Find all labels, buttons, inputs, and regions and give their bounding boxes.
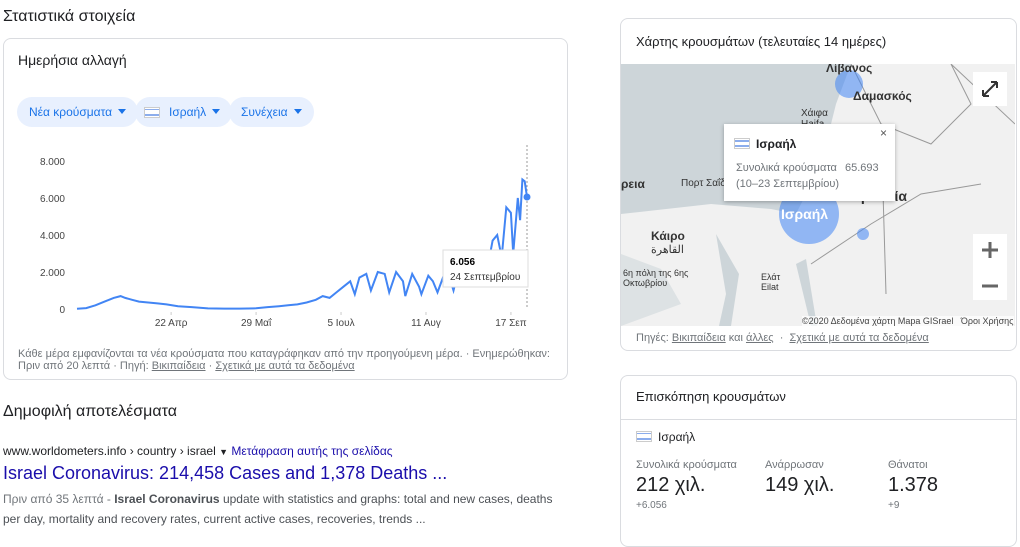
stat-label: Θάνατοι — [888, 459, 928, 471]
attribution-text: ©2020 Δεδομένα χάρτη Mapa GISrael — [802, 316, 954, 326]
country: Ισραήλ — [756, 137, 797, 151]
chip[interactable]: Συνέχεια — [229, 97, 314, 127]
y-tick-label: 8.000 — [40, 157, 65, 168]
separator: · — [208, 360, 213, 372]
popup-label: Συνολικά κρούσματα — [736, 162, 837, 174]
map-label: 6η πόλη της 6ης — [623, 268, 689, 278]
page: Στατιστικά στοιχεία Ημερήσια αλλαγή Νέα … — [0, 0, 1020, 524]
attribution: ©2020 Δεδομένα χάρτη Mapa GISrael Όροι Χ… — [802, 316, 1014, 326]
and: και — [728, 332, 743, 344]
stat-value: 149 χιλ. — [765, 474, 835, 496]
map-label: القاهرة — [651, 244, 684, 256]
snippet-age: Πριν από 35 λεπτά - — [3, 492, 111, 506]
overview-title: Επισκόπηση κρουσμάτων — [636, 389, 786, 404]
map-label: Πορτ Σαΐδ — [681, 177, 726, 189]
x-tick-label: 5 Ιουλ — [327, 318, 354, 329]
popup-country: Ισραήλ — [734, 137, 796, 151]
stat-value: 1.378 — [888, 474, 939, 496]
point — [523, 193, 531, 201]
map-label: Δαμασκός — [853, 89, 912, 103]
country: Ισραήλ — [658, 430, 696, 444]
source-link[interactable]: Βικιπαίδεια — [671, 332, 726, 344]
chart-footer: Κάθε μέρα εμφανίζονται τα νέα κρούσματα … — [18, 348, 558, 372]
tooltip-date: 24 Σεπτεμβρίου — [450, 271, 520, 283]
source-link[interactable]: άλλες — [745, 332, 774, 344]
map-label: Χάιφα — [801, 107, 828, 119]
sources-label: Πηγές: — [636, 332, 669, 344]
map-label: ρεια — [621, 177, 645, 191]
source-link[interactable]: Βικιπαίδεια — [151, 360, 206, 372]
map-label: Ισραήλ — [781, 206, 828, 222]
note: Κάθε μέρα εμφανίζονται τα νέα κρούσματα … — [18, 348, 550, 372]
y-tick-label: 4.000 — [40, 231, 65, 242]
y-tick-label: 2.000 — [40, 268, 65, 279]
map-title: Χάρτης κρουσμάτων (τελευταίες 14 ημέρες) — [636, 34, 887, 49]
separator: · — [779, 332, 784, 344]
map-popup — [724, 124, 895, 201]
snippet: Πριν από 35 λεπτά - Israel Coronavirus u… — [3, 489, 563, 529]
chip[interactable]: Νέα κρούσματα — [17, 97, 139, 127]
url: www.worldometers.info › country › israel — [3, 444, 216, 458]
stat-change: +6.056 — [636, 500, 667, 511]
tooltip-value: 6.056 — [450, 257, 475, 268]
heading: Στατιστικά στοιχεία — [3, 8, 136, 25]
flag — [144, 107, 160, 118]
results-title: Δημοφιλή αποτελέσματα — [3, 403, 177, 420]
daily-card — [3, 38, 568, 380]
result-link[interactable]: Israel Coronavirus: 214,458 Cases and 1,… — [3, 463, 448, 483]
line — [76, 177, 528, 310]
stat-change: +9 — [888, 500, 900, 511]
about-link[interactable]: Σχετικά με αυτά τα δεδομένα — [215, 360, 355, 372]
y-tick-label: 6.000 — [40, 194, 65, 205]
card-title: Ημερήσια αλλαγή — [18, 52, 127, 68]
map-sources: Πηγές: Βικιπαίδεια και άλλες · Σχετικά μ… — [636, 332, 929, 344]
y-tick-label: 0 — [59, 305, 65, 316]
x-tick-label: 17 Σεπ — [495, 318, 527, 329]
popup-period: (10–23 Σεπτεμβρίου) — [736, 178, 840, 190]
terms[interactable]: Όροι Χρήσης — [960, 316, 1014, 326]
x-tick-label: 11 Αυγ — [411, 318, 441, 329]
overview-card — [620, 375, 1017, 547]
overview-country: Ισραήλ — [636, 430, 695, 444]
close[interactable]: × — [880, 126, 888, 140]
about-link[interactable]: Σχετικά με αυτά τα δεδομένα — [789, 332, 929, 344]
map-label: Eilat — [761, 282, 779, 292]
x-tick-label: 29 Μαΐ — [241, 317, 272, 329]
map-label: Οκτωβρίου — [623, 278, 667, 288]
x-tick-label: 22 Απρ — [155, 318, 188, 329]
translate-link[interactable]: Μετάφραση αυτής της σελίδας — [231, 444, 393, 458]
result-url: www.worldometers.info › country › israel… — [3, 444, 393, 458]
divider — [620, 419, 1016, 420]
stat-label: Ανάρρωσαν — [765, 459, 824, 471]
snippet-bold: Israel Coronavirus — [114, 492, 220, 506]
snippet-text: update with statistics and graphs: total… — [3, 492, 553, 526]
chart: 0 2.000 4.000 6.000 8.000 22 Απρ 29 Μαΐ 5 Ιουλ 1… — [40, 145, 531, 329]
stat-value: 212 χιλ. — [636, 474, 706, 496]
map-label: Ελάτ — [761, 272, 781, 282]
tooltip — [442, 249, 529, 288]
map-label: Κάιρο — [651, 229, 685, 243]
stat-label: Συνολικά κρούσματα — [636, 459, 737, 471]
popup-value: 65.693 — [845, 162, 879, 174]
map-label: Λίβανος — [826, 64, 872, 75]
